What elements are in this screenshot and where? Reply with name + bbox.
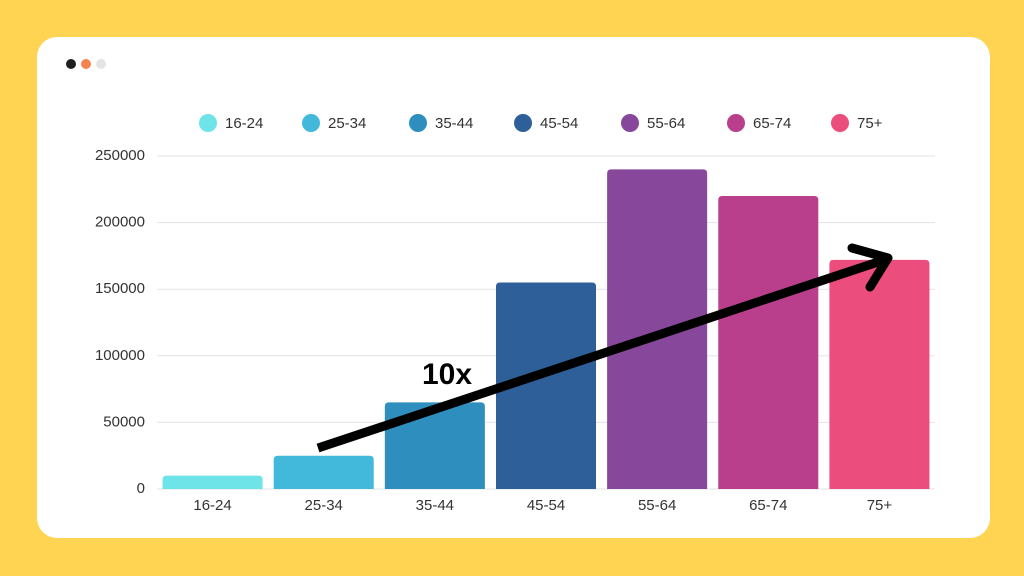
- bar: [495, 282, 597, 489]
- legend-label: 55-64: [647, 115, 685, 132]
- annotation: 10x: [422, 358, 472, 391]
- window-dot: [66, 59, 76, 69]
- bar: [162, 475, 263, 489]
- bar: [829, 259, 930, 489]
- bar: [607, 169, 708, 489]
- bar: [384, 402, 485, 489]
- legend-label: 75+: [857, 115, 883, 132]
- x-tick-label: 45-54: [527, 497, 565, 514]
- legend-swatch: [727, 114, 745, 132]
- arrow-head: [847, 243, 893, 292]
- legend-label: 65-74: [753, 115, 791, 132]
- legend-label: 45-54: [540, 115, 578, 132]
- legend-swatch: [514, 114, 532, 132]
- arrow: [316, 243, 893, 453]
- x-tick-label: 65-74: [749, 497, 787, 514]
- legend-label: 25-34: [328, 115, 366, 132]
- y-tick-label: 150000: [95, 280, 145, 297]
- bar: [718, 195, 819, 489]
- y-tick-label: 50000: [103, 413, 145, 430]
- legend-swatch: [831, 114, 849, 132]
- y-tick-label: 200000: [95, 214, 145, 231]
- x-tick-label: 55-64: [638, 497, 676, 514]
- legend-swatch: [199, 114, 217, 132]
- window-dot: [96, 59, 106, 69]
- x-tick-label: 35-44: [416, 497, 454, 514]
- plot: 0 50000 100000 150000 200000 250000 16-24 25-34…: [95, 114, 935, 514]
- legend-swatch: [302, 114, 320, 132]
- legend-swatch: [409, 114, 427, 132]
- legend-label: 35-44: [435, 115, 473, 132]
- y-tick-label: 100000: [95, 347, 145, 364]
- y-tick-label: 0: [137, 480, 145, 497]
- bar: [273, 455, 374, 489]
- y-tick-label: 250000: [95, 147, 145, 164]
- legend-swatch: [621, 114, 639, 132]
- x-tick-label: 25-34: [305, 497, 343, 514]
- x-tick-label: 16-24: [193, 497, 231, 514]
- window-dot: [81, 59, 91, 69]
- arrow-shaft: [316, 255, 886, 453]
- legend-label: 16-24: [225, 115, 263, 132]
- x-tick-label: 75+: [867, 497, 893, 514]
